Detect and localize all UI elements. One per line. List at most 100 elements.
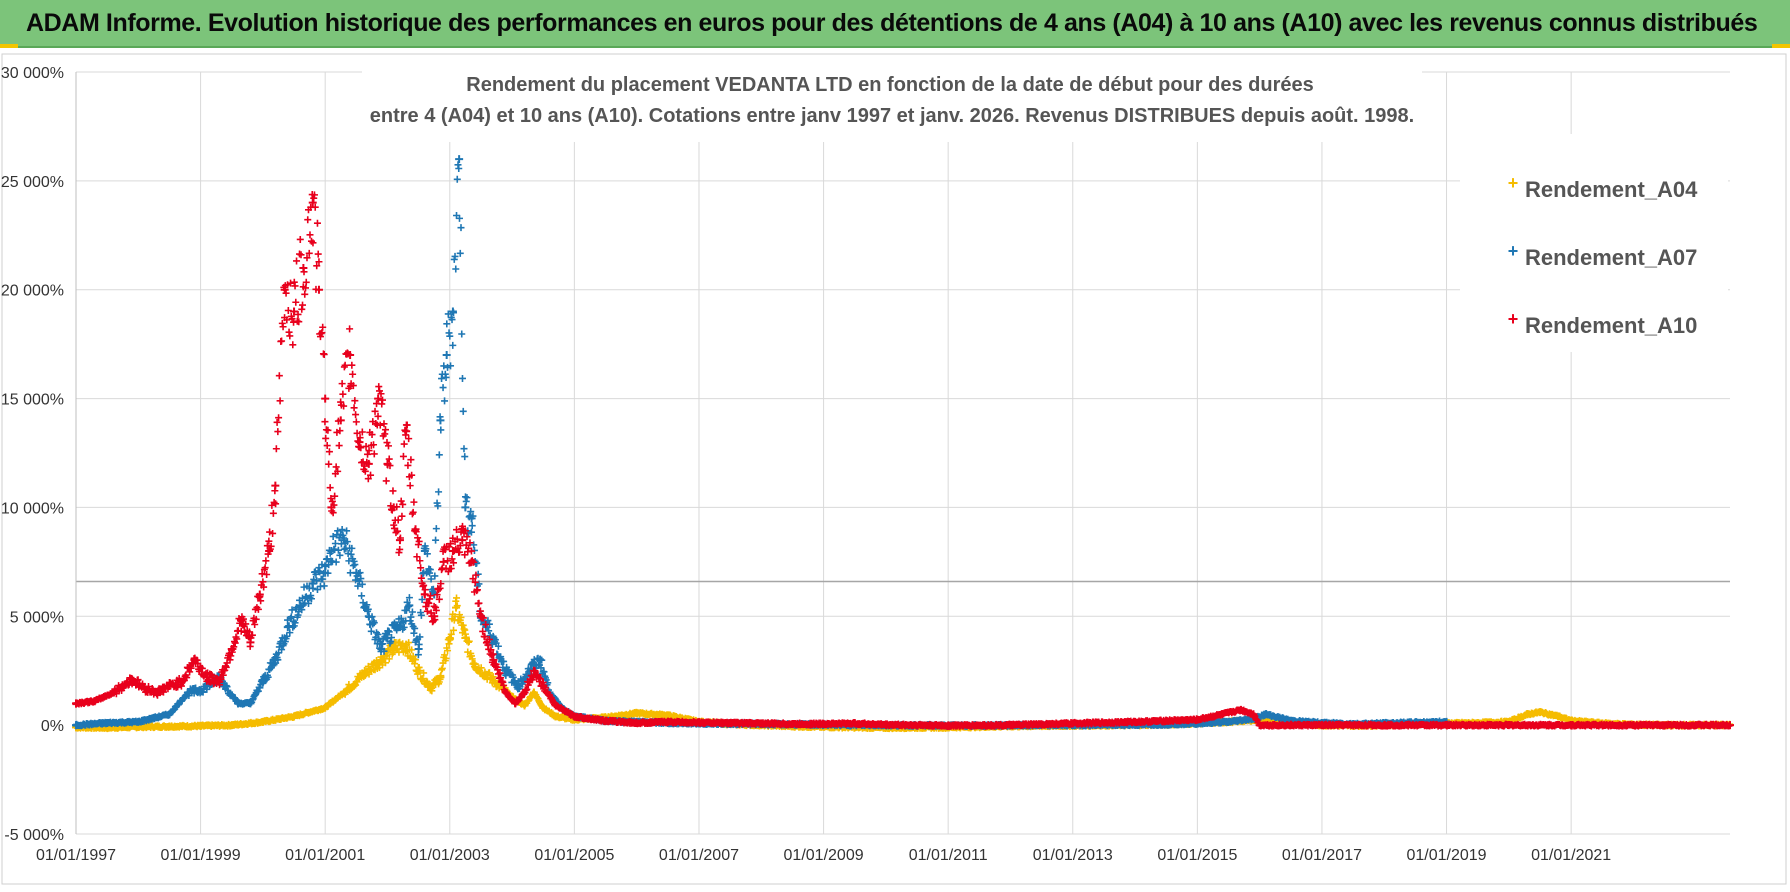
data-point xyxy=(433,525,440,532)
data-point xyxy=(457,224,464,231)
data-point xyxy=(274,419,281,426)
data-point xyxy=(475,600,482,607)
data-point xyxy=(278,337,285,344)
data-point xyxy=(286,332,293,339)
y-tick-label: 15 000% xyxy=(1,392,64,409)
data-point xyxy=(332,540,339,547)
banner-title: ADAM Informe. Evolution historique des p… xyxy=(26,9,1757,38)
data-point xyxy=(409,608,416,615)
right-corner-marker xyxy=(1772,44,1790,48)
data-point xyxy=(308,238,315,245)
data-point xyxy=(322,435,329,442)
data-point xyxy=(461,503,469,511)
data-point xyxy=(463,494,470,501)
data-point xyxy=(309,239,316,246)
data-point xyxy=(452,604,460,612)
data-point xyxy=(454,176,461,183)
data-point xyxy=(304,216,311,223)
data-point xyxy=(292,299,299,306)
data-point xyxy=(459,375,466,382)
data-point xyxy=(336,442,343,449)
data-point xyxy=(424,608,431,615)
data-point xyxy=(275,414,282,421)
data-point xyxy=(351,404,358,411)
data-point xyxy=(349,371,356,378)
data-point xyxy=(410,509,417,516)
data-point xyxy=(343,527,350,534)
data-point xyxy=(284,623,292,631)
data-point xyxy=(327,484,334,491)
data-point xyxy=(333,463,340,470)
data-point xyxy=(321,418,328,425)
axis-layer: -5 000%0%5 000%10 000%15 000%20 000%25 0… xyxy=(1,65,1611,864)
data-point xyxy=(440,362,447,369)
data-point xyxy=(298,251,305,258)
x-tick-label: 01/01/2005 xyxy=(534,847,614,864)
y-tick-label: -5 000% xyxy=(4,827,64,844)
data-point xyxy=(446,634,454,642)
data-point xyxy=(385,442,392,449)
data-point xyxy=(295,318,302,325)
data-point xyxy=(335,547,342,554)
data-point xyxy=(280,323,287,330)
data-point xyxy=(410,499,417,506)
data-point xyxy=(398,498,405,505)
data-point xyxy=(469,522,476,529)
data-point xyxy=(443,320,450,327)
data-point xyxy=(251,621,258,628)
data-point xyxy=(436,451,443,458)
data-point xyxy=(352,411,359,418)
data-point xyxy=(321,351,328,358)
data-point xyxy=(432,537,439,544)
data-point xyxy=(407,482,414,489)
x-tick-label: 01/01/1999 xyxy=(161,847,241,864)
data-point xyxy=(400,453,407,460)
data-point xyxy=(346,325,353,332)
data-point xyxy=(407,614,414,621)
x-tick-label: 01/01/2013 xyxy=(1033,847,1113,864)
data-point xyxy=(398,513,405,520)
x-tick-label: 01/01/2009 xyxy=(784,847,864,864)
x-tick-label: 01/01/2019 xyxy=(1407,847,1487,864)
x-tick-label: 01/01/2021 xyxy=(1531,847,1611,864)
y-tick-label: 0% xyxy=(41,718,64,735)
chart-area: -5 000%0%5 000%10 000%15 000%20 000%25 0… xyxy=(0,52,1790,887)
data-point xyxy=(273,445,280,452)
data-point xyxy=(348,362,355,369)
data-point xyxy=(274,428,281,435)
data-point xyxy=(461,453,468,460)
data-point xyxy=(455,155,463,163)
data-point xyxy=(358,592,365,599)
x-tick-label: 01/01/2003 xyxy=(410,847,490,864)
scatter-chart: -5 000%0%5 000%10 000%15 000%20 000%25 0… xyxy=(0,52,1790,887)
x-tick-label: 01/01/2007 xyxy=(659,847,739,864)
x-tick-label: 01/01/1997 xyxy=(36,847,116,864)
data-point xyxy=(272,500,279,507)
data-point xyxy=(401,441,408,448)
data-point xyxy=(415,645,423,653)
y-tick-label: 5 000% xyxy=(10,609,64,626)
x-tick-label: 01/01/2015 xyxy=(1157,847,1237,864)
left-corner-marker xyxy=(0,44,18,48)
data-point xyxy=(383,439,390,446)
data-point xyxy=(315,251,322,258)
data-point xyxy=(389,487,396,494)
data-point xyxy=(326,448,333,455)
data-point xyxy=(371,450,378,457)
data-point xyxy=(306,231,313,238)
data-point xyxy=(382,426,389,433)
data-point xyxy=(440,384,447,391)
data-point xyxy=(314,220,321,227)
data-point xyxy=(452,266,459,273)
data-point xyxy=(460,408,467,415)
data-point xyxy=(458,331,465,338)
data-point xyxy=(301,291,308,298)
title-banner: ADAM Informe. Evolution historique des p… xyxy=(0,0,1790,48)
data-point xyxy=(449,342,456,349)
data-point xyxy=(383,477,390,484)
data-point xyxy=(339,391,346,398)
data-point xyxy=(276,372,283,379)
data-point xyxy=(435,488,442,495)
data-point xyxy=(299,302,306,309)
